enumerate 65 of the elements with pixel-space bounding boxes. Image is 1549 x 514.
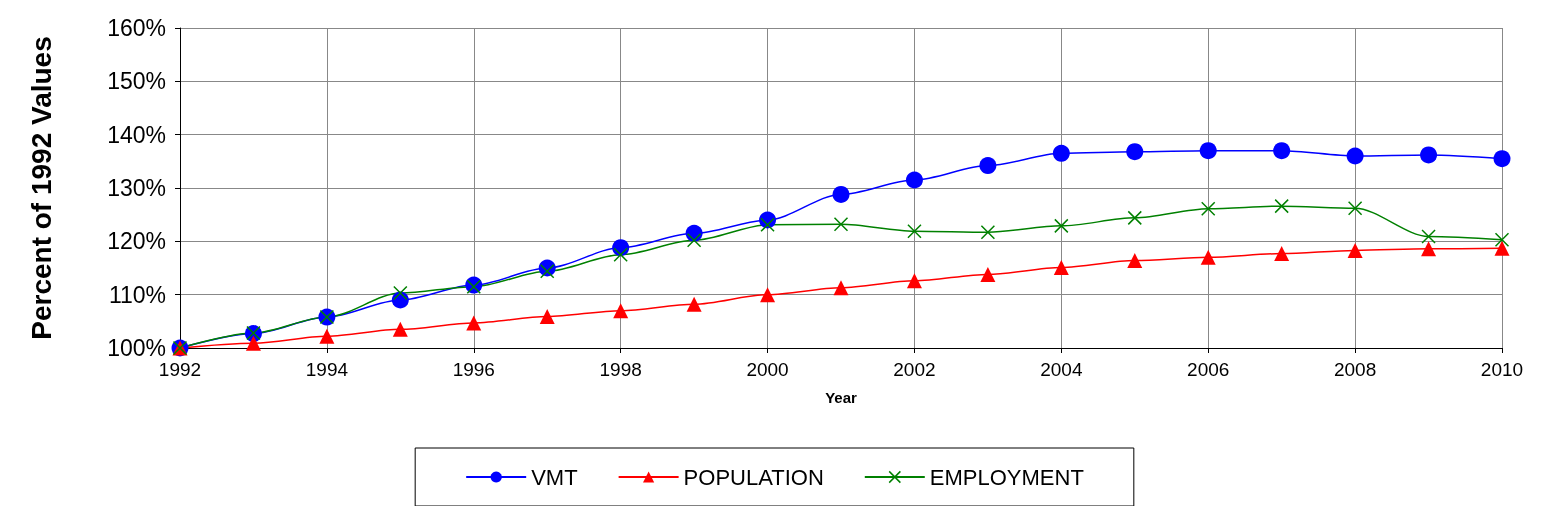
point xyxy=(980,266,996,282)
point xyxy=(907,223,922,239)
point xyxy=(905,171,923,189)
point xyxy=(1199,142,1217,160)
point xyxy=(393,285,408,301)
point xyxy=(1200,201,1216,217)
point xyxy=(1421,229,1436,244)
point xyxy=(1127,210,1143,226)
point xyxy=(760,217,775,233)
point xyxy=(539,309,555,325)
x-tick-label: 2010 xyxy=(1480,359,1524,380)
point xyxy=(1346,147,1364,165)
x-tick-label: 2006 xyxy=(1187,359,1230,380)
point xyxy=(613,247,628,262)
point xyxy=(392,321,408,337)
x-tick-label: 1992 xyxy=(158,359,202,380)
point xyxy=(1054,218,1069,234)
point xyxy=(980,225,996,240)
legend-label: EMPLOYMENT xyxy=(929,464,1084,490)
point xyxy=(1494,232,1510,247)
point xyxy=(1274,198,1289,214)
point xyxy=(319,328,335,344)
y-tick-label: 130% xyxy=(107,175,166,201)
legend-label: VMT xyxy=(531,464,578,490)
x-tick-label: 2002 xyxy=(893,359,936,380)
point xyxy=(686,233,702,248)
point xyxy=(1126,143,1144,161)
point xyxy=(613,303,629,319)
point xyxy=(833,280,849,296)
x-axis-title: Year xyxy=(825,389,858,406)
y-axis-title: Percent of 1992 Values xyxy=(25,36,57,340)
legend-label: POPULATION xyxy=(683,464,824,490)
point xyxy=(979,157,997,175)
point xyxy=(1494,240,1510,256)
x-tick-label: 2008 xyxy=(1333,359,1377,380)
point xyxy=(1493,150,1511,168)
y-tick-label: 160% xyxy=(107,15,166,41)
y-tick-label: 100% xyxy=(107,335,166,361)
point xyxy=(832,185,850,203)
point xyxy=(760,287,776,303)
x-tick-label: 1998 xyxy=(599,359,642,380)
point xyxy=(466,315,482,331)
point xyxy=(1200,249,1216,265)
x-tick-label: 1994 xyxy=(305,359,349,380)
y-tick-label: 110% xyxy=(108,281,166,308)
point xyxy=(1421,241,1437,257)
x-tick-label: 2004 xyxy=(1040,359,1083,380)
x-tick-label: 1996 xyxy=(452,359,495,380)
point xyxy=(245,335,261,351)
point xyxy=(1347,201,1363,216)
point xyxy=(833,217,849,232)
y-tick-label: 150% xyxy=(107,68,166,95)
point xyxy=(1053,259,1069,275)
y-tick-label: 140% xyxy=(107,121,166,148)
point xyxy=(1127,253,1143,269)
point xyxy=(906,273,922,289)
x-tick-label: 2000 xyxy=(746,359,789,380)
y-tick-label: 120% xyxy=(107,228,166,255)
point xyxy=(1347,242,1363,258)
point xyxy=(1273,142,1291,160)
point xyxy=(686,296,702,312)
point xyxy=(1052,144,1070,162)
point xyxy=(1274,246,1290,262)
point xyxy=(1420,146,1438,164)
point xyxy=(539,263,555,279)
